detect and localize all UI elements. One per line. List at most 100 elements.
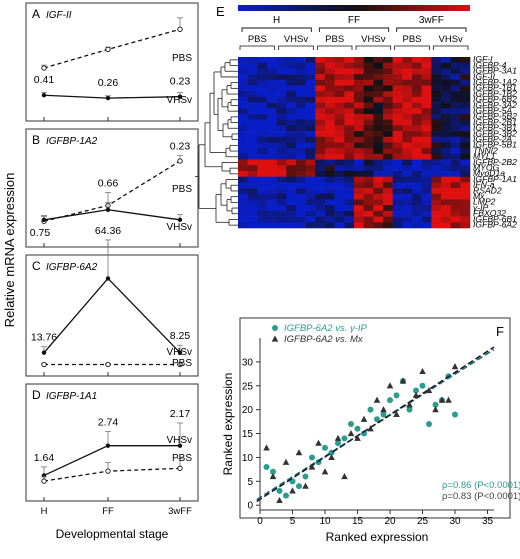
heatmap-cell <box>276 85 287 92</box>
heatmap-cell <box>247 114 258 120</box>
heatmap-cell <box>402 125 413 132</box>
heatmap-cell <box>450 188 461 195</box>
heatmap-row-label: LMP2 <box>473 197 496 207</box>
heatmap-cell <box>431 57 442 63</box>
scatter-point-triangle <box>438 396 446 403</box>
heatmap-row-label: IGFBP-1A1 <box>473 174 517 184</box>
heatmap-cell <box>450 199 461 206</box>
heatmap-cell <box>257 205 268 212</box>
panel-letter: D <box>32 388 41 402</box>
panel-b: B IGFBP-1A2 PBS VHSv 0.75 0.66 0.23 <box>25 128 199 248</box>
heatmap-cell <box>296 91 306 98</box>
heatmap-cell <box>286 74 297 81</box>
value-label: 8.25 <box>170 330 191 342</box>
value-label: 0.23 <box>170 76 191 88</box>
heatmap-cell <box>412 182 422 189</box>
heatmap-cell <box>267 125 277 132</box>
heatmap-cell <box>305 153 316 160</box>
heatmap-cell <box>315 148 326 155</box>
heatmap-cell <box>305 74 316 81</box>
heatmap-cell <box>402 222 413 229</box>
heatmap-cell <box>354 188 364 195</box>
heatmap-cell <box>383 199 393 206</box>
heatmap-cell <box>315 102 326 109</box>
subgroup-bracket <box>316 45 353 50</box>
heatmap-cell <box>315 125 326 132</box>
heatmap-cell <box>363 222 374 229</box>
heatmap-cell <box>344 125 355 132</box>
scatter-point-triangle <box>276 496 283 504</box>
heatmap-cell <box>431 171 442 177</box>
series-line-vhsv <box>43 445 180 477</box>
heatmap-cell <box>363 148 374 155</box>
heatmap-cell <box>431 193 442 200</box>
heatmap-cell <box>412 96 422 103</box>
scatter-point-circle <box>452 411 458 418</box>
heatmap-cell <box>276 159 287 166</box>
heatmap-cell <box>315 171 326 177</box>
heatmap-cell <box>276 136 287 143</box>
heatmap-cell <box>344 171 355 177</box>
heatmap-cell <box>354 57 364 63</box>
heatmap-row-label: IGFBP-3A1 <box>473 66 517 76</box>
group-bracket <box>241 27 312 32</box>
heatmap-cell <box>238 193 248 200</box>
heatmap-cell <box>334 188 345 195</box>
heatmap-cell <box>392 182 403 189</box>
heatmap-row-label: IGFBP-5B2 <box>473 111 517 121</box>
heatmap-cell <box>247 165 258 172</box>
heatmap-cell <box>257 96 268 103</box>
heatmap-cell <box>392 216 403 223</box>
heatmap-cell <box>257 182 268 189</box>
heatmap-cell <box>363 74 374 81</box>
heatmap-cell <box>354 205 364 212</box>
value-label: 2.17 <box>170 408 191 420</box>
heatmap-row-label: MYOG <box>473 163 500 173</box>
heatmap-cell <box>296 148 306 155</box>
heatmap-cell <box>296 142 306 149</box>
heatmap-cell <box>421 188 432 195</box>
heatmap-cell <box>267 119 277 126</box>
heatmap-cell <box>383 125 393 132</box>
heatmap-cell <box>441 57 451 63</box>
heatmap-cell <box>296 182 306 189</box>
heatmap-cell <box>276 176 287 183</box>
heatmap-cell <box>363 57 374 63</box>
heatmap-cell <box>383 222 393 229</box>
heatmap-cell <box>286 114 297 120</box>
heatmap-cell <box>325 182 335 189</box>
heatmap-cell <box>460 74 471 81</box>
heatmap-cell <box>421 148 432 155</box>
heatmap-cell <box>402 193 413 200</box>
heatmap-cell <box>460 222 471 229</box>
heatmap-cell <box>431 182 442 189</box>
heatmap-cell <box>267 171 277 177</box>
value-label: 0.75 <box>30 227 51 239</box>
heatmap-cell <box>247 222 258 229</box>
heatmap-cell <box>267 57 277 63</box>
heatmap-cell <box>296 171 306 177</box>
heatmap-cell <box>460 91 471 98</box>
heatmap-cell <box>296 222 306 229</box>
heatmap-cell <box>296 85 306 92</box>
heatmap-cell <box>315 85 326 92</box>
heatmap-cell <box>383 153 393 160</box>
heatmap-cell <box>247 142 258 149</box>
heatmap-cell <box>286 136 297 143</box>
heatmap-cell <box>257 79 268 86</box>
heatmap-cell <box>363 85 374 92</box>
heatmap-cell <box>373 114 384 120</box>
heatmap-cell <box>344 222 355 229</box>
heatmap-cells <box>238 57 471 229</box>
heatmap-cell <box>450 102 461 109</box>
heatmap-cell <box>412 148 422 155</box>
heatmap-cell <box>431 153 442 160</box>
heatmap-cell <box>296 188 306 195</box>
heatmap-cell <box>276 199 287 206</box>
data-point <box>177 94 183 99</box>
heatmap-cell <box>460 68 471 75</box>
heatmap-cell <box>315 114 326 120</box>
heatmap-cell <box>257 188 268 195</box>
value-label: 1.64 <box>34 452 55 464</box>
series-name-vhsv: VHSv <box>166 435 192 446</box>
